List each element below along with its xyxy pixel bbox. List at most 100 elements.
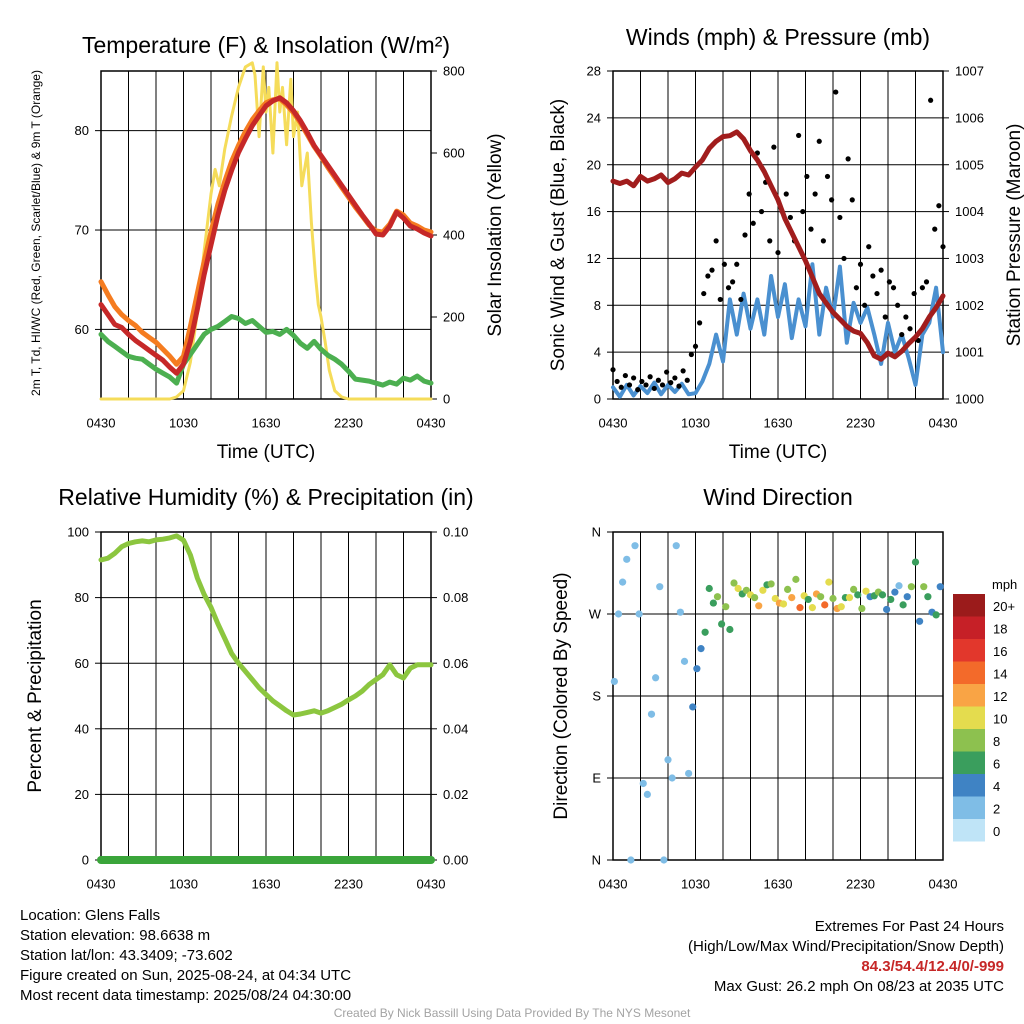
humidity-panel: Relative Humidity (%) & Precipitation (i… [25,484,474,892]
y-tick-label: 60 [75,322,89,337]
wind-direction-point [808,604,816,612]
x-tick-label: 0430 [417,416,446,431]
y2-tick-label: 1002 [955,298,984,313]
wind-direction-point [924,593,932,601]
y2-tick-label: 200 [443,310,465,325]
colorbar-label: 2 [993,801,1000,816]
y-tick-label: S [592,689,601,704]
y-tick-label: 40 [75,721,89,736]
gust-point [932,226,938,232]
gust-point [746,191,752,197]
winds-y-label: Sonic Wind & Gust (Blue, Black) [548,99,569,371]
y2-tick-label: 1005 [955,157,984,172]
wind-speed-line [611,262,945,399]
gust-point [647,374,653,380]
gust-point [783,191,789,197]
y-tick-label: 4 [594,345,601,360]
gust-point [730,279,736,285]
wind-direction-point [862,587,870,595]
colorbar-label: 8 [993,734,1000,749]
gust-point [862,302,868,308]
gust-point [626,382,633,388]
y-tick-label: 80 [75,590,89,605]
wind-direction-point [845,594,854,602]
x-tick-label: 1030 [681,416,710,431]
y-tick-label: 16 [587,204,601,219]
recent-timestamp: Most recent data timestamp: 2025/08/24 0… [20,987,352,1004]
wind-direction-point [718,620,726,628]
wind-direction-point [639,779,647,788]
gust-point [849,197,855,203]
gust-point [800,208,806,215]
gust-point [870,273,876,279]
gust-point [655,377,661,383]
wind-direction-point [635,610,643,618]
gust-point [664,369,670,375]
y2-tick-label: 800 [443,64,465,79]
gust-point [923,279,930,285]
gust-point [635,387,641,393]
y-tick-label: 70 [75,223,89,238]
wind-direction-point [883,605,891,614]
gust-point [721,261,727,267]
y2-tick-label: 0 [443,392,450,407]
wind-direction-point [643,790,651,799]
colorbar-label: 16 [993,644,1007,659]
x-tick-label: 0430 [929,877,958,892]
winds-plot: 0430 1030 1630 2230 0430 0 4 8 12 16 20 24 28 1000 100… [587,64,984,431]
wind-direction-point [821,601,829,609]
gust-point [713,238,719,244]
wind-direction-point [887,595,895,604]
wind-direction-point [619,578,627,586]
gust-point [812,191,818,197]
wind-direction-point [825,578,833,586]
gust-point [643,382,649,388]
temperature-x-label: Time (UTC) [217,442,316,463]
wind-direction-point [689,703,697,711]
station-location: Location: Glens Falls [20,907,161,924]
y2-tick-label: 1006 [955,110,984,125]
wind-direction-point [829,594,837,603]
wind-direction-point [705,584,713,593]
gust-point [816,138,822,144]
gust-point [919,285,925,291]
wind-direction-point [693,665,701,673]
y2-tick-label: 1000 [955,392,984,407]
wind-direction-point [788,594,796,602]
gust-point [895,302,901,308]
gust-point [787,214,793,221]
solar-line [99,61,433,401]
gust-point [659,382,666,388]
winds-x-label: Time (UTC) [729,442,828,463]
wind-direction-point [771,594,779,603]
wind-direction-point [627,856,635,864]
wind-direction-point [895,582,903,590]
gust-point [767,238,773,244]
y-tick-label: E [592,771,601,786]
colorbar-swatch [953,729,985,752]
y-tick-label: N [592,853,601,868]
temperature-panel-title: Temperature (F) & Insolation (W/m²) [82,32,450,58]
gust-point [676,383,682,389]
x-tick-label: 0430 [417,877,446,892]
wind-direction-point [936,583,944,591]
y-tick-label: 0 [82,853,89,868]
wind-direction-point [854,591,862,599]
colorbar-label: 14 [993,666,1007,681]
wind-direction-point [664,756,672,764]
wind-direction-point [796,604,804,612]
dewpoint-line [98,314,434,388]
x-tick-label: 1030 [169,877,198,892]
gust-point [618,384,624,390]
colorbar-label: 4 [993,779,1000,794]
gust-point [651,385,657,392]
wind-direction-point [837,603,845,611]
speed-colorbar: mph 20+ 18 16 14 12 10 8 6 4 2 0 [953,577,1017,842]
gust-point [928,97,934,103]
plot-frame [612,531,944,861]
solar-y2-label: Solar Insolation (Yellow) [485,133,506,336]
colorbar-swatch [953,774,985,797]
gust-point [903,314,909,320]
x-tick-label: 1630 [764,877,793,892]
winds-panel-title: Winds (mph) & Pressure (mb) [626,24,930,50]
